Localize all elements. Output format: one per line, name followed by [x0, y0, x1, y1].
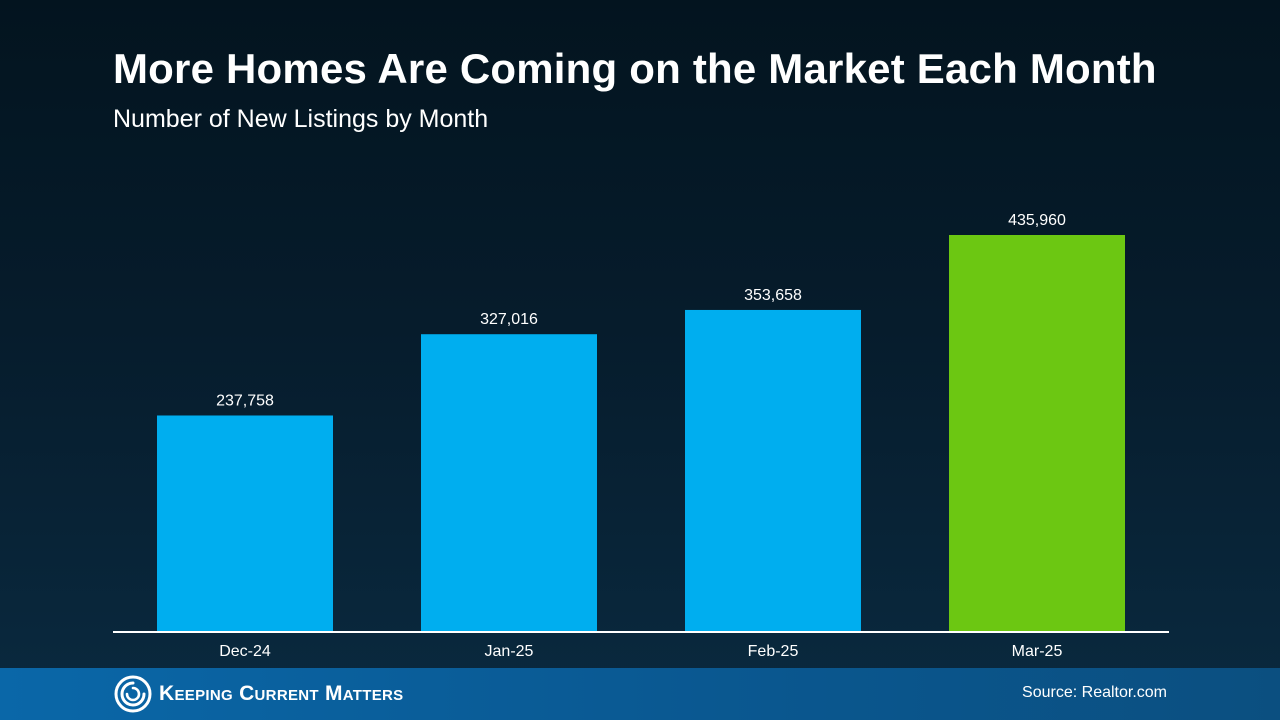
- page-subtitle: Number of New Listings by Month: [113, 105, 489, 133]
- kcm-swirl-icon: [114, 675, 152, 713]
- data-label-jan-25: 327,016: [480, 311, 538, 328]
- bar-dec-24: [157, 415, 333, 632]
- x-tick-label-feb-25: Feb-25: [748, 643, 799, 660]
- x-tick-label-dec-24: Dec-24: [219, 643, 271, 660]
- bar-feb-25: [685, 309, 861, 632]
- bar-mar-25: [949, 235, 1125, 632]
- source-note: Source: Realtor.com: [1022, 684, 1167, 701]
- bar-chart: 237,758 Dec-24 327,016 Jan-25 353,658 Feb-25 4…: [157, 212, 1125, 660]
- footer-bar: Keeping Current Matters Source: Realtor.…: [0, 668, 1280, 720]
- bar-jan-25: [421, 334, 597, 632]
- data-label-mar-25: 435,960: [1008, 212, 1066, 229]
- data-label-dec-24: 237,758: [216, 392, 274, 409]
- x-tick-label-jan-25: Jan-25: [485, 643, 534, 660]
- data-label-feb-25: 353,658: [744, 287, 802, 304]
- page-title: More Homes Are Coming on the Market Each…: [113, 45, 1157, 92]
- x-tick-label-mar-25: Mar-25: [1012, 643, 1063, 660]
- brand-logo-text: Keeping Current Matters: [159, 682, 404, 705]
